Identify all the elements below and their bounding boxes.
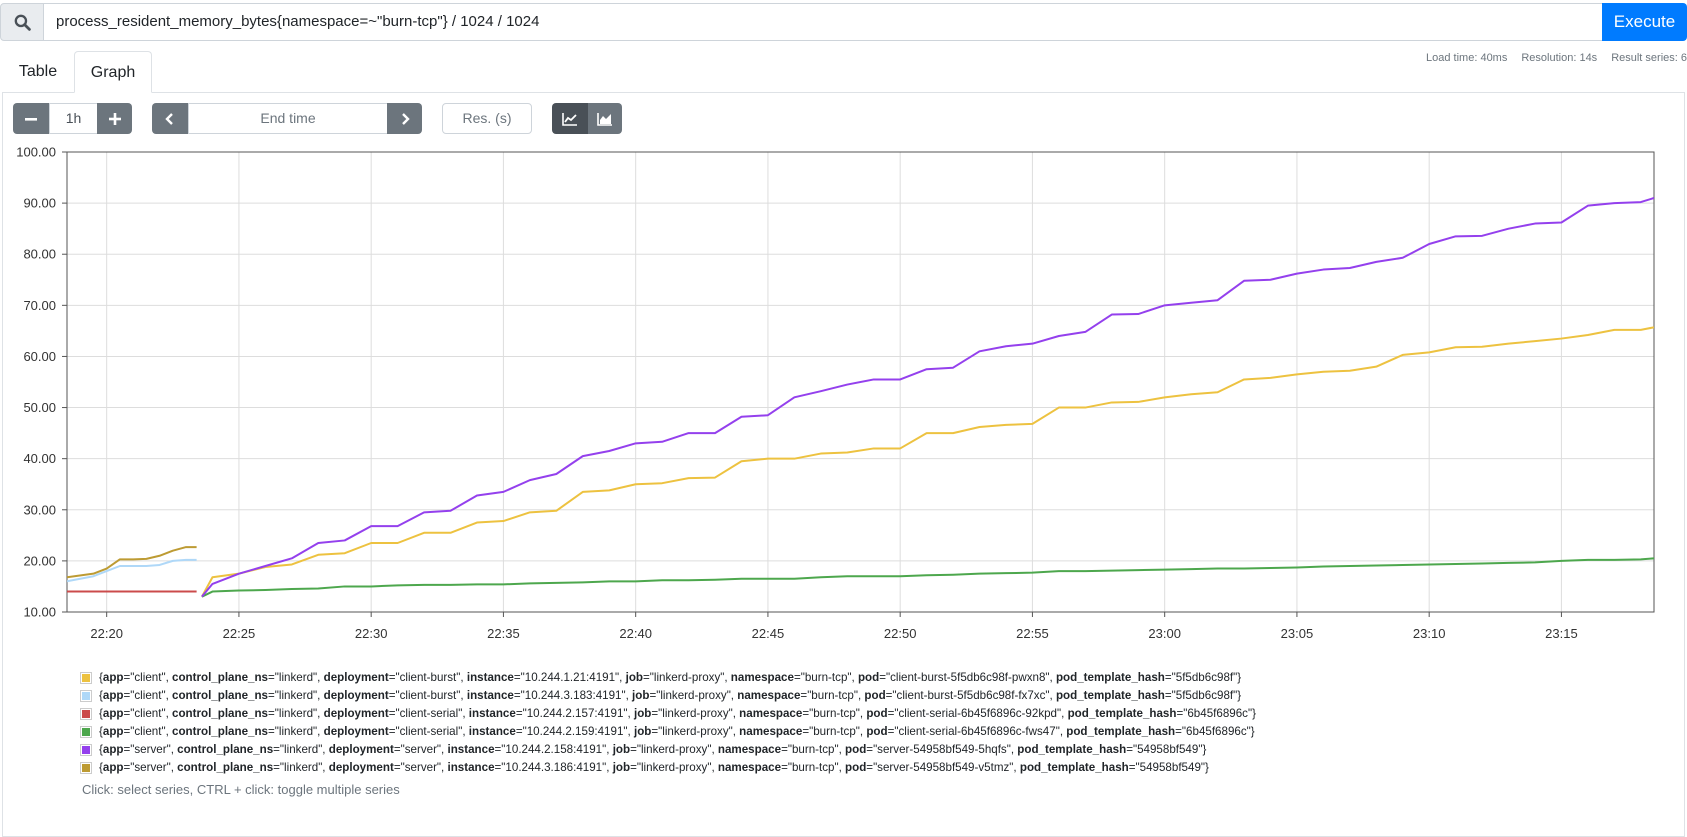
y-axis: 10.00 20.00 30.00 40.00 50.00 60.00 70.00 80.00… xyxy=(16,145,56,620)
increase-range[interactable] xyxy=(97,103,132,134)
swatch-color xyxy=(82,692,90,700)
magnifier xyxy=(14,14,31,31)
previous-time[interactable] xyxy=(152,103,188,134)
y-tick-label: 80.00 xyxy=(23,247,56,262)
legend-item[interactable]: {app="client", control_plane_ns="linkerd… xyxy=(80,669,1256,687)
execute-button[interactable]: Execute xyxy=(1602,3,1687,41)
swatch-color xyxy=(82,674,90,682)
plot-frame xyxy=(66,151,1655,613)
swatch-color xyxy=(82,728,90,736)
series-line xyxy=(201,326,1654,598)
y-tick-label: 70.00 xyxy=(23,298,56,313)
x-tick-label: 23:05 xyxy=(1281,626,1314,641)
result-series: Result series: 6 xyxy=(1611,52,1687,64)
legend-swatch xyxy=(80,672,92,684)
x-tick-label: 22:40 xyxy=(619,626,652,641)
x-tick-label: 22:20 xyxy=(90,626,123,641)
x-tick-label: 23:15 xyxy=(1545,626,1578,641)
legend-item[interactable]: {app="client", control_plane_ns="linkerd… xyxy=(80,687,1256,705)
series-lines xyxy=(67,197,1654,598)
query-input[interactable]: process_resident_memory_bytes{namespace=… xyxy=(43,3,1603,41)
swatch-color xyxy=(82,764,90,772)
grid xyxy=(62,151,1654,617)
legend-hint: Click: select series, CTRL + click: togg… xyxy=(82,782,400,797)
plus-icon xyxy=(108,112,121,125)
legend-item[interactable]: {app="client", control_plane_ns="linkerd… xyxy=(80,723,1256,741)
search-icon xyxy=(0,3,44,41)
y-tick-label: 40.00 xyxy=(23,451,56,466)
series-line xyxy=(201,197,1654,598)
y-tick-label: 100.00 xyxy=(16,145,56,160)
table-tab[interactable]: Table xyxy=(18,63,58,80)
series-line xyxy=(67,558,197,583)
query-stats: Load time: 40ms Resolution: 14s Result ser… xyxy=(1412,52,1687,64)
line-chart-icon xyxy=(562,112,577,126)
load-time: Load time: 40ms xyxy=(1426,52,1508,64)
legend-label: {app="server", control_plane_ns="linkerd… xyxy=(99,743,1207,756)
graph-tab[interactable]: Graph xyxy=(74,51,152,93)
x-axis: 22:20 22:25 22:30 22:35 22:40 22:45 22:50 22:55… xyxy=(90,626,1577,641)
chevron-right xyxy=(401,112,410,125)
x-tick-label: 22:35 xyxy=(487,626,520,641)
legend-label: {app="client", control_plane_ns="linkerd… xyxy=(99,671,1242,684)
y-tick-label: 50.00 xyxy=(23,400,56,415)
legend-label: {app="client", control_plane_ns="linkerd… xyxy=(99,707,1256,720)
series-line xyxy=(201,557,1654,598)
legend-item[interactable]: {app="client", control_plane_ns="linkerd… xyxy=(80,705,1256,723)
legend-item[interactable]: {app="server", control_plane_ns="linkerd… xyxy=(80,759,1256,777)
y-tick-label: 10.00 xyxy=(23,605,56,620)
swatch-color xyxy=(82,746,90,754)
legend-label: {app="client", control_plane_ns="linkerd… xyxy=(99,725,1255,738)
unstacked-button[interactable] xyxy=(552,103,588,134)
resolution-input[interactable]: Res. (s) xyxy=(442,103,532,134)
area-chart-icon xyxy=(597,112,612,126)
y-tick-label: 20.00 xyxy=(23,553,56,568)
x-tick-label: 22:45 xyxy=(752,626,785,641)
legend-item[interactable]: {app="server", control_plane_ns="linkerd… xyxy=(80,741,1256,759)
range-input[interactable]: 1h xyxy=(49,103,98,134)
x-tick-label: 22:50 xyxy=(884,626,917,641)
legend-label: {app="client", control_plane_ns="linkerd… xyxy=(99,689,1242,702)
chart: 10.00 20.00 30.00 40.00 50.00 60.00 70.00 80.00… xyxy=(16,145,1655,641)
x-tick-label: 22:30 xyxy=(355,626,388,641)
decrease-range[interactable] xyxy=(13,103,49,134)
x-tick-label: 23:00 xyxy=(1148,626,1181,641)
legend: {app="client", control_plane_ns="linkerd… xyxy=(80,669,1256,777)
x-tick-label: 22:25 xyxy=(223,626,256,641)
legend-swatch xyxy=(80,744,92,756)
x-tick-label: 23:10 xyxy=(1413,626,1446,641)
series-line xyxy=(67,546,197,579)
next-time[interactable] xyxy=(387,103,422,134)
stacked-button[interactable] xyxy=(588,103,622,134)
resolution: Resolution: 14s xyxy=(1521,52,1598,64)
legend-swatch xyxy=(80,762,92,774)
chevron-left xyxy=(165,112,173,125)
query-bar: process_resident_memory_bytes{namespace=… xyxy=(0,3,1687,41)
legend-swatch xyxy=(80,726,92,738)
legend-label: {app="server", control_plane_ns="linkerd… xyxy=(99,761,1209,774)
legend-swatch xyxy=(80,708,92,720)
legend-swatch xyxy=(80,690,92,702)
x-tick-label: 22:55 xyxy=(1016,626,1049,641)
y-tick-label: 90.00 xyxy=(23,196,56,211)
minus-icon xyxy=(25,117,37,121)
swatch-color xyxy=(82,710,90,718)
y-tick-label: 60.00 xyxy=(23,349,56,364)
end-time-input[interactable]: End time xyxy=(188,103,388,134)
y-tick-label: 30.00 xyxy=(23,502,56,517)
